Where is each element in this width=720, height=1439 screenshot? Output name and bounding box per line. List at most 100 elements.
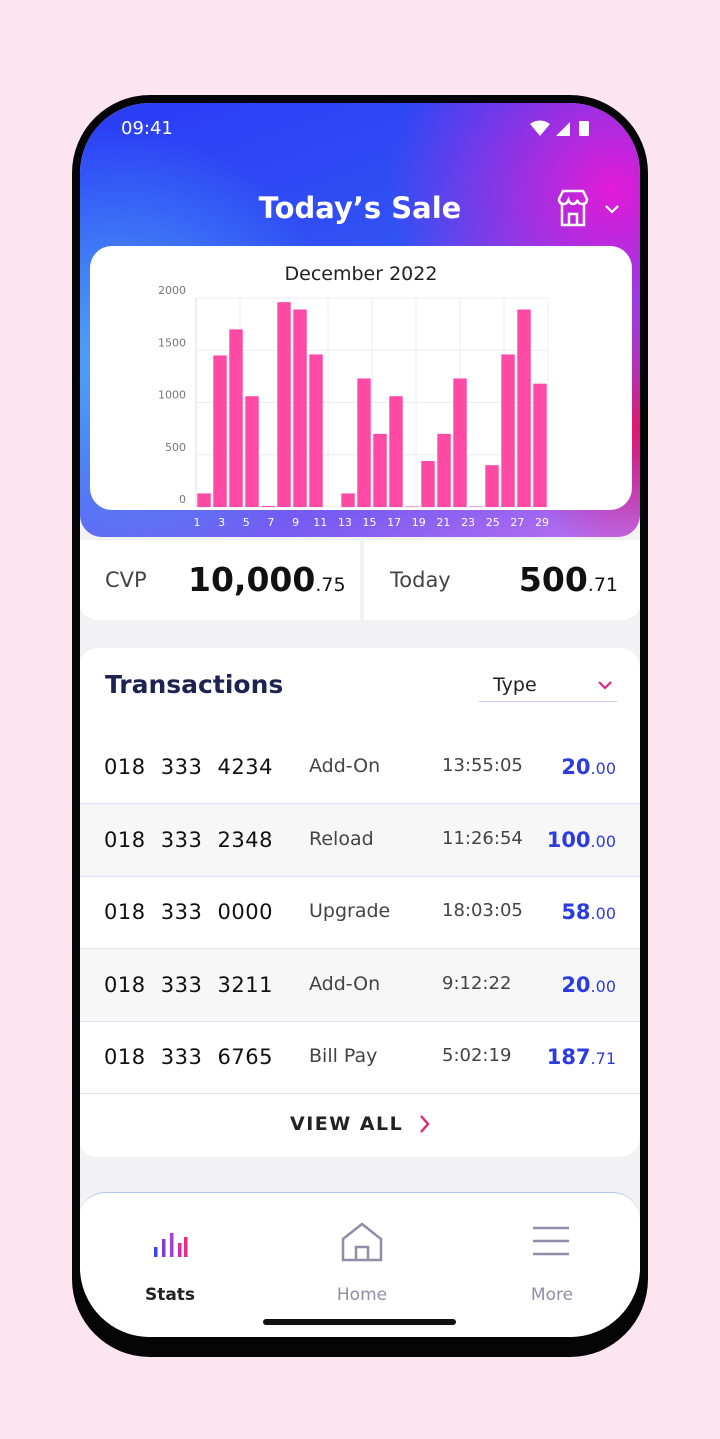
x-tick-label: 3 [218, 516, 225, 529]
transaction-amount: 20.00 [561, 973, 616, 997]
bar [229, 329, 243, 507]
phone-number: 018 333 2348 [104, 827, 273, 852]
bar [469, 506, 483, 507]
x-tick-label: 5 [243, 516, 250, 529]
cents: .71 [590, 1049, 616, 1069]
x-tick-label: 13 [338, 516, 352, 529]
bar [309, 354, 323, 507]
x-tick-label: 23 [461, 516, 475, 529]
bottom-nav: Stats Home More [80, 1192, 640, 1337]
x-tick-label: 27 [510, 516, 524, 529]
bar [533, 383, 547, 507]
type-filter[interactable]: Type [479, 674, 617, 702]
x-tick-label: 1 [194, 516, 201, 529]
transaction-type: Reload [309, 827, 374, 850]
phone-number: 018 333 6765 [104, 1045, 273, 1070]
stats-icon [154, 1233, 188, 1257]
y-tick-label: 2000 [158, 284, 186, 297]
transaction-amount: 187.71 [547, 1045, 616, 1069]
cents: .00 [590, 976, 616, 996]
cents: .00 [590, 904, 616, 924]
stat-cents: .75 [315, 574, 346, 596]
amount: 100 [546, 827, 591, 852]
transaction-row[interactable]: 018 333 6765 Bill Pay 5:02:19 187.71 [80, 1021, 640, 1095]
x-tick-label: 21 [436, 516, 450, 529]
transaction-row[interactable]: 018 333 3211 Add-On 9:12:22 20.00 [80, 948, 640, 1022]
cents: .00 [590, 831, 616, 851]
stat-today: Today 500.71 [364, 540, 640, 620]
transaction-row[interactable]: 018 333 4234 Add-On 13:55:05 20.00 [80, 731, 640, 804]
x-tick-label: 25 [486, 516, 500, 529]
y-tick-label: 1000 [158, 389, 186, 402]
phone-number: 018 333 0000 [104, 900, 273, 925]
transaction-time: 9:12:22 [442, 972, 512, 994]
page-title: Today’s Sale [258, 191, 462, 225]
phone-number: 018 333 3211 [104, 972, 273, 997]
y-tick-label: 0 [179, 493, 186, 506]
nav-label[interactable]: Stats [144, 1285, 196, 1305]
transaction-amount: 20.00 [561, 755, 616, 779]
stat-label: CVP [105, 568, 147, 592]
amount: 20 [561, 755, 591, 779]
transaction-time: 11:26:54 [442, 827, 523, 849]
x-tick-label: 19 [412, 516, 426, 529]
chart-title: December 2022 [285, 263, 438, 285]
nav-label[interactable]: Home [336, 1285, 388, 1305]
bar [261, 505, 275, 507]
screen: 09:41 Today’s Sale December 2022 0 500 100… [80, 103, 640, 1337]
x-tick-label: 15 [363, 516, 377, 529]
transaction-type: Upgrade [309, 900, 391, 923]
transaction-row[interactable]: 018 333 0000 Upgrade 18:03:05 58.00 [80, 876, 640, 950]
bar [245, 396, 259, 507]
transaction-time: 5:02:19 [442, 1045, 512, 1067]
chevron [420, 1115, 430, 1133]
stat-value: 10,000.75 [188, 560, 346, 599]
transaction-type: Add-On [309, 972, 381, 995]
bar [437, 433, 451, 507]
transaction-type: Bill Pay [309, 1045, 378, 1068]
x-tick-label: 9 [292, 516, 299, 529]
section-title: Transactions [105, 670, 284, 699]
status-icons [530, 120, 589, 136]
transaction-type: Add-On [309, 755, 381, 777]
bar [405, 506, 419, 507]
stat-amount: 10,000 [188, 560, 316, 599]
transaction-time: 18:03:05 [442, 900, 523, 922]
nav-label[interactable]: More [530, 1285, 574, 1305]
cents: .00 [590, 759, 616, 778]
bar [485, 465, 499, 507]
store-selector[interactable] [554, 189, 626, 231]
y-tick-label: 1500 [158, 336, 186, 349]
bar [517, 309, 531, 507]
stat-cents: .71 [587, 574, 618, 596]
amount: 20 [561, 972, 591, 997]
bar [501, 354, 515, 507]
bar [453, 378, 467, 507]
transaction-row[interactable]: 018 333 2348 Reload 11:26:54 100.00 [80, 803, 640, 877]
x-tick-label: 17 [387, 516, 401, 529]
bar [277, 302, 291, 507]
home-indicator [263, 1319, 456, 1325]
stat-amount: 500 [518, 560, 588, 599]
view-all-label: VIEW ALL [290, 1113, 404, 1135]
x-tick-label: 7 [267, 516, 274, 529]
view-all[interactable]: VIEW ALL [80, 1094, 640, 1154]
transaction-time: 13:55:05 [442, 755, 523, 776]
x-tick-label: 11 [313, 516, 327, 529]
bar [357, 378, 371, 507]
bar [341, 493, 355, 507]
y-tick-label: 500 [165, 441, 186, 454]
status-time: 09:41 [121, 118, 173, 139]
transaction-amount: 100.00 [547, 828, 616, 852]
transaction-amount: 58.00 [561, 900, 616, 924]
stat-label: Today [390, 568, 451, 592]
stat-cvp: CVP 10,000.75 [80, 540, 360, 620]
home-icon [341, 1222, 383, 1262]
dropdown-arrow [598, 681, 612, 690]
bar [197, 493, 211, 507]
stat-value: 500.71 [519, 560, 618, 599]
bar [293, 309, 307, 507]
phone-number: 018 333 4234 [104, 755, 273, 779]
